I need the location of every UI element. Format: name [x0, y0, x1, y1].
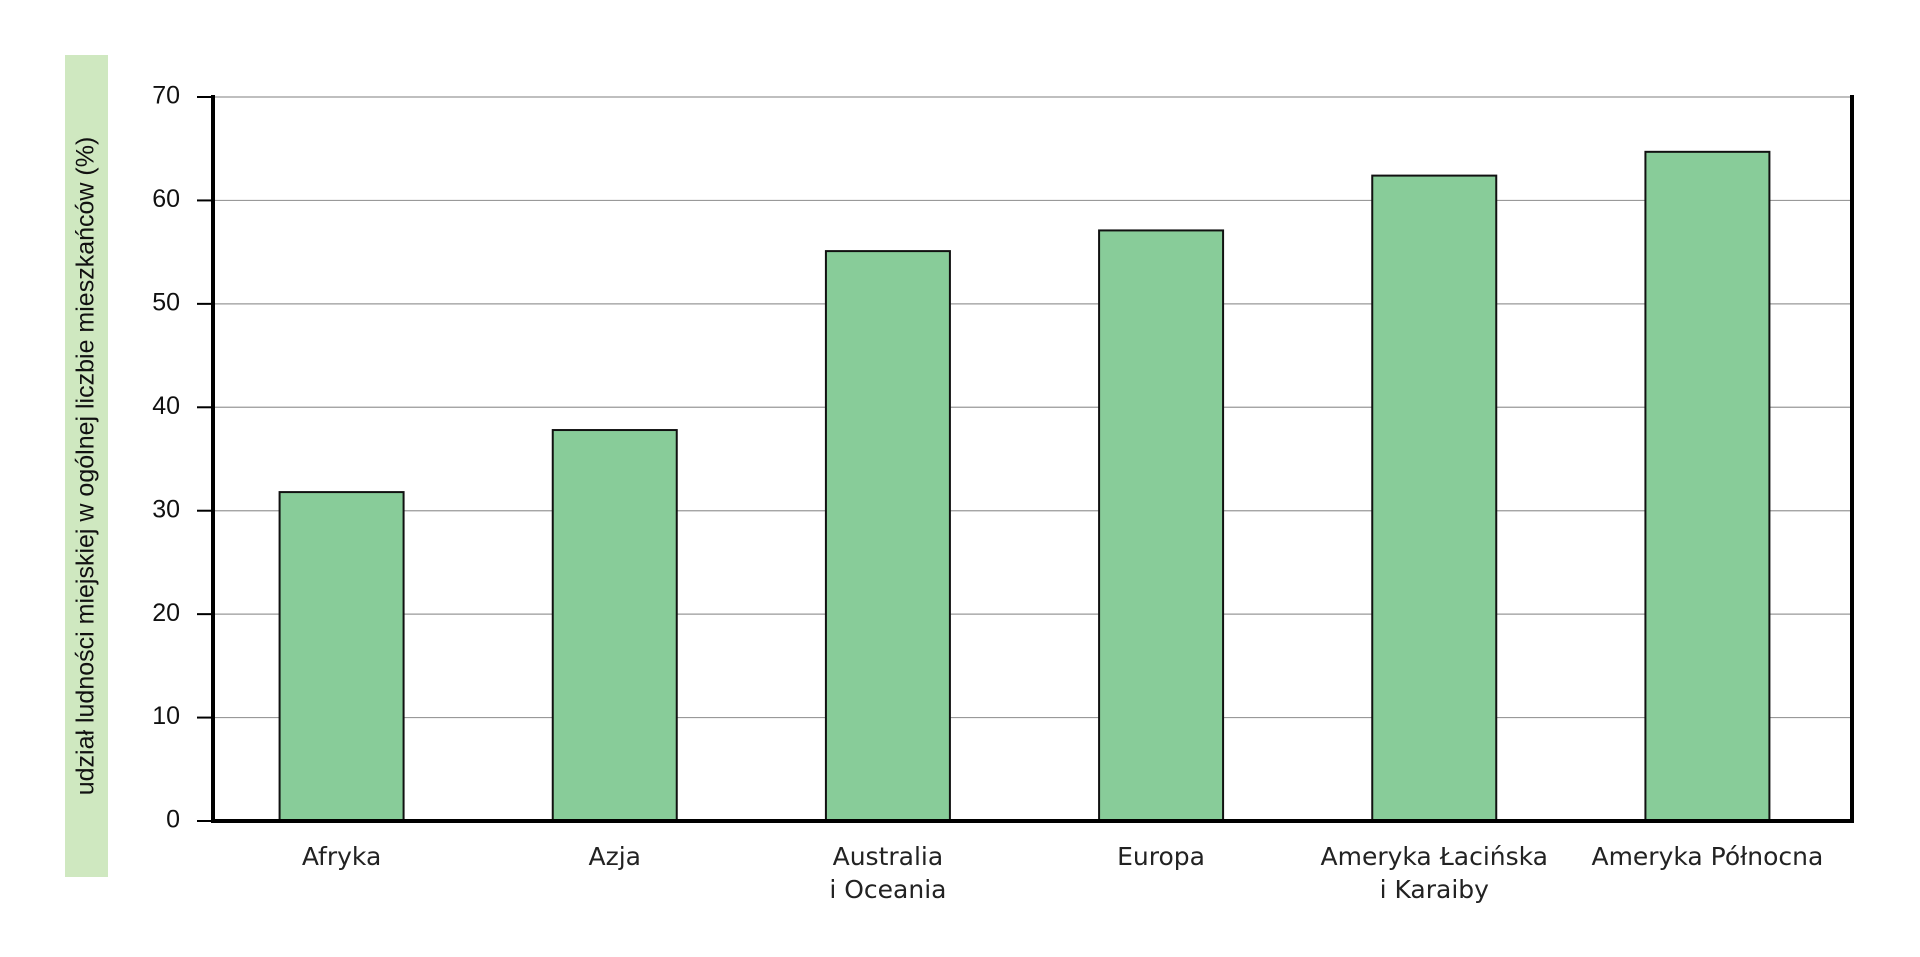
- y-tick-label: 20: [152, 599, 180, 627]
- y-tick-label: 40: [152, 392, 180, 420]
- y-tick-label: 50: [152, 288, 180, 316]
- y-tick-label: 70: [152, 82, 180, 110]
- x-tick-label: Europa: [1117, 842, 1205, 871]
- x-tick-label: Azja: [588, 842, 642, 871]
- y-axis-label: udział ludności miejskiej w ogólnej licz…: [72, 137, 100, 796]
- bar: [824, 250, 951, 822]
- y-tick-label: 0: [166, 806, 180, 834]
- y-tick-label: 30: [152, 495, 180, 523]
- bar: [1371, 174, 1498, 822]
- y-label-box: [65, 55, 108, 877]
- x-tick-label: Ameryka Północna: [1591, 842, 1824, 871]
- y-tick-label: 10: [152, 702, 180, 730]
- bar: [1098, 229, 1225, 822]
- x-tick-label: Ameryka Łacińska i Karaiby: [1320, 842, 1548, 904]
- bar: [1644, 150, 1771, 822]
- bar: [278, 491, 405, 822]
- x-tick-label: Afryka: [301, 842, 382, 871]
- x-tick-label: Australia i Oceania: [829, 842, 947, 904]
- bar: [551, 429, 678, 822]
- y-tick-label: 60: [152, 185, 180, 213]
